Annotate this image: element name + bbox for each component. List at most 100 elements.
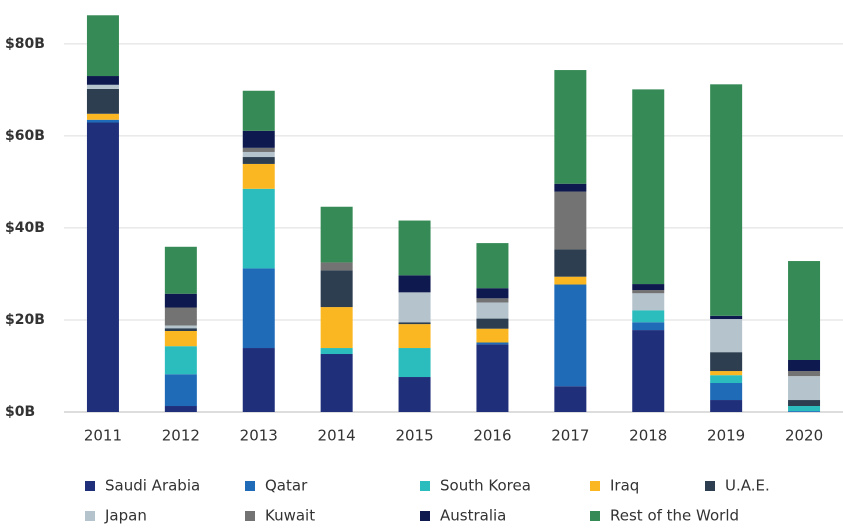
- bar-segment: [86, 113, 119, 120]
- bar-segment: [164, 293, 197, 308]
- bar-segment: [788, 371, 821, 377]
- bar-segment: [554, 276, 587, 285]
- bar-segment: [164, 346, 197, 375]
- legend-label: Kuwait: [265, 507, 315, 525]
- x-tick-label: 2019: [707, 427, 745, 445]
- x-tick-label: 2012: [162, 427, 200, 445]
- bar-segment: [476, 342, 509, 345]
- bar-segment: [788, 411, 821, 412]
- legend-swatch: [245, 511, 255, 521]
- bar-segment: [86, 119, 119, 123]
- bar-segment: [242, 188, 275, 269]
- bar-segment: [320, 262, 353, 271]
- bar-segment: [398, 292, 431, 323]
- x-tick-label: 2013: [240, 427, 278, 445]
- bar-segment: [554, 191, 587, 250]
- bar-segment: [164, 325, 197, 329]
- bar-segment: [788, 359, 821, 372]
- bar-segment: [320, 348, 353, 355]
- bar-segment: [320, 307, 353, 349]
- bar-segment: [242, 348, 275, 412]
- bar-segment: [710, 400, 743, 412]
- legend-swatch: [420, 511, 430, 521]
- legend-swatch: [85, 511, 95, 521]
- bar-segment: [86, 84, 119, 89]
- bar-segment: [476, 302, 509, 319]
- bar-segment: [632, 89, 665, 285]
- bar-segment: [398, 322, 431, 325]
- bar-segment: [476, 243, 509, 289]
- bar-segment: [164, 307, 197, 326]
- bar-segment: [554, 386, 587, 412]
- legend-label: Iraq: [610, 477, 639, 495]
- bar-segment: [320, 354, 353, 412]
- bar-segment: [632, 330, 665, 412]
- bar-segment: [242, 147, 275, 152]
- bar-segment: [242, 268, 275, 349]
- legend-label: Australia: [440, 507, 506, 525]
- bar-segment: [710, 375, 743, 384]
- bar-segment: [86, 76, 119, 85]
- legend-swatch: [590, 511, 600, 521]
- bar-segment: [632, 322, 665, 331]
- legend-swatch: [85, 481, 95, 491]
- bar-segment: [788, 261, 821, 360]
- legend-swatch: [705, 481, 715, 491]
- bar-segment: [398, 348, 431, 378]
- legend-swatch: [420, 481, 430, 491]
- bar-segment: [398, 377, 431, 412]
- bar-segment: [476, 328, 509, 343]
- bar-segment: [242, 157, 275, 164]
- bar-segment: [164, 331, 197, 347]
- bar-segment: [710, 383, 743, 401]
- bar-segment: [242, 130, 275, 148]
- x-tick-label: 2016: [473, 427, 511, 445]
- legend-label: U.A.E.: [725, 477, 770, 495]
- bar-segment: [164, 328, 197, 331]
- bar-segment: [788, 376, 821, 401]
- bar-segment: [86, 88, 119, 114]
- bar-segment: [554, 249, 587, 277]
- bar-segment: [632, 284, 665, 291]
- legend-label: South Korea: [440, 477, 531, 495]
- x-tick-label: 2018: [629, 427, 667, 445]
- bar-segment: [398, 324, 431, 349]
- bar-segment: [632, 290, 665, 294]
- y-tick-label: $40B: [5, 220, 45, 236]
- bar-segment: [320, 206, 353, 263]
- legend-swatch: [590, 481, 600, 491]
- bar-segment: [554, 70, 587, 184]
- x-tick-label: 2017: [551, 427, 589, 445]
- bar-segment: [86, 122, 119, 413]
- bar-segment: [788, 406, 821, 412]
- bar-segment: [476, 344, 509, 412]
- bar-segment: [788, 400, 821, 407]
- bar-segment: [164, 246, 197, 294]
- legend-label: Saudi Arabia: [105, 477, 200, 495]
- bar-segment: [710, 315, 743, 320]
- x-tick-label: 2014: [318, 427, 356, 445]
- bar-segment: [476, 288, 509, 299]
- bar-segment: [710, 352, 743, 372]
- y-tick-label: $80B: [5, 36, 45, 52]
- y-tick-label: $0B: [5, 404, 35, 420]
- bar-segment: [710, 371, 743, 376]
- bar-segment: [320, 270, 353, 308]
- bar-segment: [632, 293, 665, 311]
- bar-segment: [554, 284, 587, 387]
- bar-segment: [164, 406, 197, 412]
- y-tick-label: $20B: [5, 312, 45, 328]
- x-tick-label: 2011: [84, 427, 122, 445]
- bar-segment: [710, 319, 743, 353]
- bar-segment: [710, 84, 743, 316]
- legend-label: Rest of the World: [610, 507, 739, 525]
- bar-segment: [164, 374, 197, 407]
- bar-segment: [242, 151, 275, 158]
- bar-segment: [242, 90, 275, 131]
- y-tick-label: $60B: [5, 128, 45, 144]
- bar-segment: [86, 15, 119, 77]
- bar-segment: [398, 275, 431, 293]
- legend-label: Japan: [104, 507, 147, 525]
- bar-segment: [554, 183, 587, 192]
